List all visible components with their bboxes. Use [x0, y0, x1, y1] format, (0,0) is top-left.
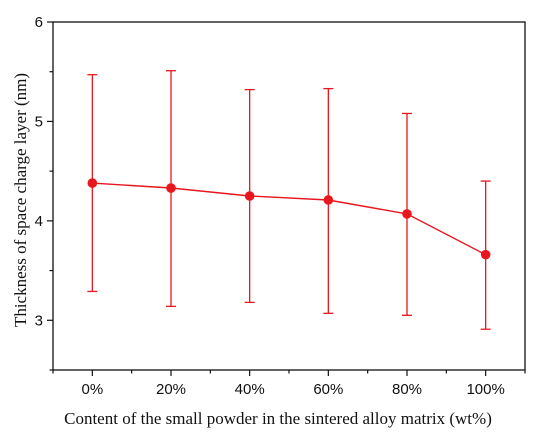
y-tick-label: 5	[35, 113, 43, 130]
x-tick-label: 100%	[466, 381, 504, 398]
error-bars	[87, 70, 491, 330]
y-tick-label: 3	[35, 312, 43, 329]
data-point	[323, 195, 334, 205]
x-tick-label: 0%	[81, 381, 103, 398]
data-point	[402, 209, 412, 219]
data-points	[87, 178, 491, 260]
y-tick-label: 4	[35, 213, 43, 230]
data-point	[244, 191, 255, 201]
y-tick-label: 6	[35, 14, 43, 31]
x-tick-label: 20%	[156, 381, 186, 398]
data-point	[87, 178, 98, 188]
series-line	[92, 182, 487, 256]
y-axis: 3 4 5 6	[35, 14, 53, 371]
plot-frame	[52, 21, 526, 371]
data-point	[166, 183, 176, 193]
x-axis: 0% 20% 40% 60% 80% 100%	[52, 370, 526, 398]
x-tick-label: 40%	[235, 381, 265, 398]
x-axis-title: Content of the small powder in the sinte…	[64, 409, 492, 428]
series-polyline	[92, 182, 487, 256]
plot-border	[52, 21, 526, 371]
x-tick-label: 60%	[313, 381, 343, 398]
x-tick-label: 80%	[392, 381, 422, 398]
y-axis-title: Thickness of space charge layer (nm)	[11, 73, 30, 327]
data-point	[480, 249, 491, 260]
